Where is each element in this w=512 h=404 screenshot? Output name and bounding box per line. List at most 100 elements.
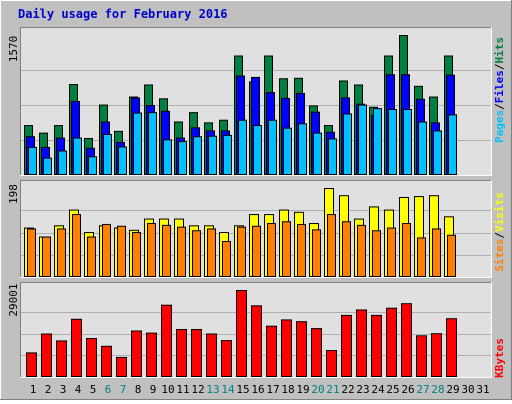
sites-bar (72, 214, 81, 278)
day-label: 22 (341, 383, 354, 396)
sites-bar (282, 221, 291, 277)
pages-bar (313, 132, 322, 175)
sites-bar (162, 224, 171, 277)
sites-bar (297, 223, 306, 277)
pages-bar (118, 146, 127, 175)
kbytes-bar (431, 333, 442, 377)
kbytes-bar (401, 303, 412, 377)
visits-max-label: 198 (7, 184, 20, 204)
sites-bar (312, 229, 321, 277)
kbytes-bar (71, 318, 82, 377)
day-label: 14 (221, 383, 235, 396)
kbytes-bar (131, 330, 142, 378)
kbytes-bar (236, 290, 247, 377)
kbytes-bar (281, 319, 292, 377)
pages-bar (88, 156, 97, 175)
legend-separator: / (493, 103, 506, 110)
pages-bar (163, 139, 172, 175)
sites-bar (357, 224, 366, 277)
pages-bar (43, 157, 52, 175)
pages-bar (103, 133, 112, 176)
kbytes-bar (161, 304, 172, 377)
kbytes-bar (341, 314, 352, 377)
pages-bar (343, 113, 352, 175)
sites-bar (417, 237, 426, 277)
day-label: 27 (416, 383, 429, 396)
pages-bar (388, 109, 397, 175)
kbytes-bar (56, 340, 67, 378)
sites-bar (207, 228, 216, 277)
day-label: 11 (176, 383, 189, 396)
day-label: 30 (461, 383, 474, 396)
legend-hits: Hits (493, 37, 506, 64)
kbytes-bar (86, 338, 97, 377)
kbytes-bar (371, 314, 382, 377)
day-label: 3 (60, 383, 67, 396)
kbytes-bar (416, 335, 427, 378)
legend-separator: / (493, 63, 506, 70)
pages-bar (148, 112, 157, 175)
day-label: 21 (326, 383, 339, 396)
sites-bar (267, 223, 276, 277)
day-label: 1 (30, 383, 37, 396)
sites-bar (132, 232, 141, 277)
kbytes-bar (266, 325, 277, 378)
pages-bar (403, 109, 412, 175)
day-label: 23 (356, 383, 369, 396)
day-label: 5 (90, 383, 97, 396)
sites-bar (147, 223, 156, 277)
pages-bar (178, 141, 187, 176)
pages-bar (253, 125, 262, 176)
sites-bar (252, 225, 261, 277)
sites-bar (57, 228, 66, 277)
day-label: 15 (236, 383, 249, 396)
legend-separator: / (493, 232, 506, 239)
pages-bar (433, 130, 442, 176)
sites-bar (27, 228, 36, 277)
legend-files: Files (493, 70, 506, 103)
kbytes-bar (386, 307, 397, 377)
pages-bar (298, 123, 307, 176)
sites-bar (342, 221, 351, 277)
pages-bar (328, 138, 337, 175)
sites-bar (447, 234, 456, 278)
sites-bar (327, 214, 336, 278)
kbytes-bar (116, 356, 127, 378)
day-label: 12 (191, 383, 204, 396)
kbytes-bar (251, 305, 262, 377)
pages-bar (208, 135, 217, 175)
sites-bar (192, 230, 201, 277)
kbytes-bar (206, 333, 217, 377)
pages-bar (223, 134, 232, 175)
kbytes-bar (191, 329, 202, 377)
sites-bar (222, 241, 231, 277)
hits-max-label: 1570 (7, 36, 20, 63)
kbytes-bar (41, 333, 52, 377)
pages-bar (373, 108, 382, 175)
sites-bar (432, 228, 441, 277)
sites-bar (117, 225, 126, 277)
day-label: 31 (476, 383, 489, 396)
day-label: 18 (281, 383, 294, 396)
legend-kbytes: KBytes (493, 338, 506, 378)
legend-sites: Sites (493, 239, 506, 272)
day-label: 17 (266, 383, 279, 396)
kbytes-bar (356, 309, 367, 377)
day-label: 9 (150, 383, 157, 396)
sites-bar (387, 227, 396, 277)
legend-visits: Visits (493, 192, 506, 232)
pages-bar (283, 127, 292, 176)
day-label: 19 (296, 383, 309, 396)
kbytes-bar (311, 328, 322, 377)
day-label: 28 (431, 383, 444, 396)
pages-bar (28, 146, 37, 175)
legend-label: KBytes (493, 338, 506, 378)
day-label: 8 (135, 383, 142, 396)
sites-bar (177, 226, 186, 278)
kbytes-bar (296, 321, 307, 378)
day-label: 26 (401, 383, 414, 396)
chart-title: Daily usage for February 2016 (18, 7, 228, 21)
pages-bar (358, 104, 367, 175)
kbytes-bar (101, 345, 112, 378)
